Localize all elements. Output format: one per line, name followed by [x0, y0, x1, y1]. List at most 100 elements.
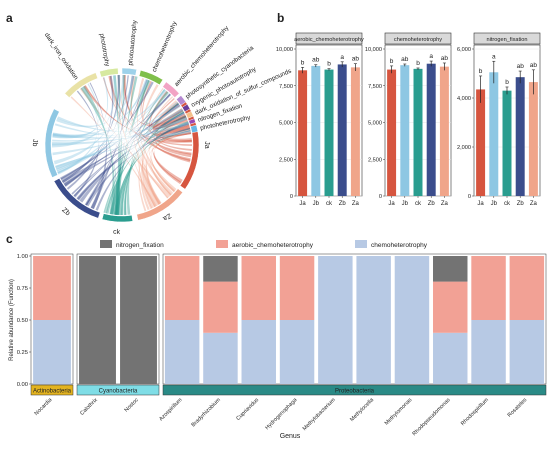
chord-zb-photoautotrophy — [90, 75, 135, 209]
x-tick-label-methylobacterium: Methylobacterium — [302, 397, 337, 432]
x-tick-label-Ja: Ja — [299, 201, 306, 207]
bar-panel-nitrogen-fixation: nitrogen_fixation 0 2,000 4,000 6,000 b Ja a Jb b… — [457, 32, 541, 207]
chord-ja-dark-oxidation-of-sulfur-compounds — [152, 108, 187, 130]
sector-label-phototrophy: phototrophy — [98, 33, 111, 68]
chord-jb-oxygenic-photoautotrophy — [55, 108, 183, 170]
significance-letter-Jb: ab — [312, 57, 320, 64]
x-tick-label-Za: Za — [441, 201, 449, 207]
chord-za-dark-oxidation-of-sulfur-compounds — [145, 116, 187, 205]
chord-ck-photoautotrophy — [113, 76, 138, 215]
y-tick-label: 6,000 — [457, 47, 471, 53]
sector-label-jb: Jb — [31, 139, 38, 147]
sector-nitrogen-fixation — [188, 118, 196, 125]
segment-rosateles-aerobic-chemoheterotrophy — [509, 256, 545, 320]
y-tick-label: 0.75 — [17, 286, 28, 292]
y-tick-label: 2,500 — [368, 157, 382, 163]
facet-strip-label: Proteobacteria — [335, 389, 375, 395]
chord-jb-photoautotrophy — [56, 75, 135, 128]
y-tick-label: 0 — [468, 194, 471, 200]
sector-label-aerobic-chemoheterotrophy: aerobic_chemoheterotrophy — [173, 24, 231, 88]
facet-strip-label: Cyanobacteria — [99, 389, 138, 395]
x-axis-label: Genus — [280, 433, 301, 440]
segment-azospirillum-chemoheterotrophy — [164, 320, 200, 384]
facet-actinobacteria: Actinobacteria Nocardia — [30, 253, 74, 417]
significance-letter-Jb: ab — [401, 56, 409, 63]
chord-za-nitrogen-fixation — [140, 123, 190, 211]
chord-ck-dark-iron-oxidation — [82, 85, 115, 215]
y-tick-label: 4,000 — [457, 96, 471, 102]
y-tick-label: 0.50 — [17, 318, 28, 324]
chord-jb-dark-oxidation-of-sulfur-compounds — [52, 117, 188, 156]
legend-label-chemoheterotrophy: chemoheterotrophy — [371, 242, 428, 249]
bar-ck — [324, 69, 334, 196]
chord-ja-nitrogen-fixation — [155, 121, 191, 136]
chord-zb-phototrophy — [66, 75, 114, 190]
segment-calothrix-nitrogen-fixation — [79, 256, 116, 384]
x-tick-label-Za: Za — [352, 201, 360, 207]
x-tick-label-cupriavidus: Cupriavidus — [235, 397, 260, 422]
chord-links — [52, 75, 192, 215]
bar-charts: aerobic_chemoheterotrophy 0 2,500 5,000 7,50… — [276, 32, 541, 207]
bar-Zb — [515, 77, 525, 196]
chord-zb-dark-iron-oxidation — [73, 90, 100, 198]
legend-swatch-nitrogen-fixation — [100, 240, 112, 248]
bar-Ja — [387, 69, 397, 196]
chord-za-phototrophy — [108, 75, 156, 208]
x-tick-label-bradyrhizobium: Bradyrhizobium — [191, 397, 223, 429]
chord-ck-photoautotrophy — [115, 75, 125, 215]
sector-za — [136, 188, 184, 221]
segment-methylocella-chemoheterotrophy — [356, 256, 391, 384]
bar-ck — [413, 68, 423, 196]
bar-Ja — [298, 70, 308, 196]
x-tick-label-ck: ck — [504, 201, 511, 207]
sector-photosynthetic-cyanobacteria — [176, 95, 187, 106]
x-tick-label-Jb: Jb — [402, 201, 409, 207]
y-tick-label: 10,000 — [276, 47, 293, 53]
segment-rhodopseudomonas-aerobic-chemoheterotrophy — [433, 281, 468, 333]
chord-diagram: Ja Za ck Zb Jb dark_iron_oxidation phototrophy… — [31, 19, 293, 236]
y-tick-label: 0.25 — [17, 350, 28, 356]
sector-label-photoautotrophy: photoautotrophy — [127, 19, 138, 66]
strip-background — [473, 32, 541, 45]
x-tick-label-Zb: Zb — [428, 201, 436, 207]
chord-jb-dark-oxidation-of-sulfur-compounds — [57, 116, 188, 132]
sector-label-dark-iron-oxidation: dark_iron_oxidation — [43, 32, 80, 82]
chord-ja-photosynthetic-cyanobacteria — [152, 102, 192, 137]
stacked-bar-chart: nitrogen_fixation aerobic_chemoheterotrop… — [9, 240, 547, 440]
chord-ck-chemoheterotrophy — [113, 80, 151, 215]
sector-oxygenic-photoautotrophy — [181, 103, 191, 113]
sector-label-ck: ck — [113, 229, 121, 236]
y-tick-label: 0 — [379, 194, 382, 200]
segment-cupriavidus-chemoheterotrophy — [241, 320, 276, 384]
segment-hydrogenophaga-aerobic-chemoheterotrophy — [279, 256, 315, 320]
y-tick-label: 1.00 — [17, 254, 28, 260]
facet-strip-label: Actinobacteria — [33, 389, 72, 395]
significance-letter-Zb: a — [429, 53, 433, 60]
segment-bradyrhizobium-nitrogen-fixation — [203, 256, 238, 282]
significance-letter-ck: b — [327, 61, 331, 68]
facet-strip — [76, 384, 160, 396]
significance-letter-Zb: a — [340, 54, 344, 61]
bar-panel-aerobic-chemoheterotrophy: aerobic_chemoheterotrophy 0 2,500 5,000 7,50… — [276, 32, 364, 207]
segment-methylomonas-chemoheterotrophy — [394, 256, 430, 384]
x-tick-label-Jb: Jb — [313, 201, 320, 207]
segment-nocardia-aerobic-chemoheterotrophy — [33, 256, 71, 320]
bar-Jb — [311, 65, 321, 196]
chord-zb-dark-oxidation-of-sulfur-compounds — [62, 115, 187, 184]
x-tick-label-rhodopseudomonas: Rhodopseudomonas — [412, 397, 452, 437]
significance-letter-Za: ab — [441, 55, 449, 62]
bar-Jb — [400, 65, 410, 196]
segment-rhodopseudomonas-chemoheterotrophy — [433, 332, 468, 384]
legend-label-nitrogen-fixation: nitrogen_fixation — [116, 242, 164, 249]
chord-za-dark-oxidation-of-sulfur-compounds — [145, 117, 188, 205]
x-tick-label-nocardia: Nocardia — [34, 397, 54, 417]
y-tick-label: 7,500 — [368, 84, 382, 90]
sector-dark-iron-oxidation — [64, 72, 99, 98]
significance-letter-ck: b — [505, 79, 509, 86]
bar-Ja — [476, 89, 486, 196]
bar-Jb — [489, 72, 499, 196]
segment-bradyrhizobium-chemoheterotrophy — [203, 332, 238, 384]
x-tick-label-methylomonas: Methylomonas — [384, 397, 414, 427]
chord-za-chemoheterotrophy — [136, 77, 177, 192]
chord-ck-nitrogen-fixation — [120, 121, 189, 215]
